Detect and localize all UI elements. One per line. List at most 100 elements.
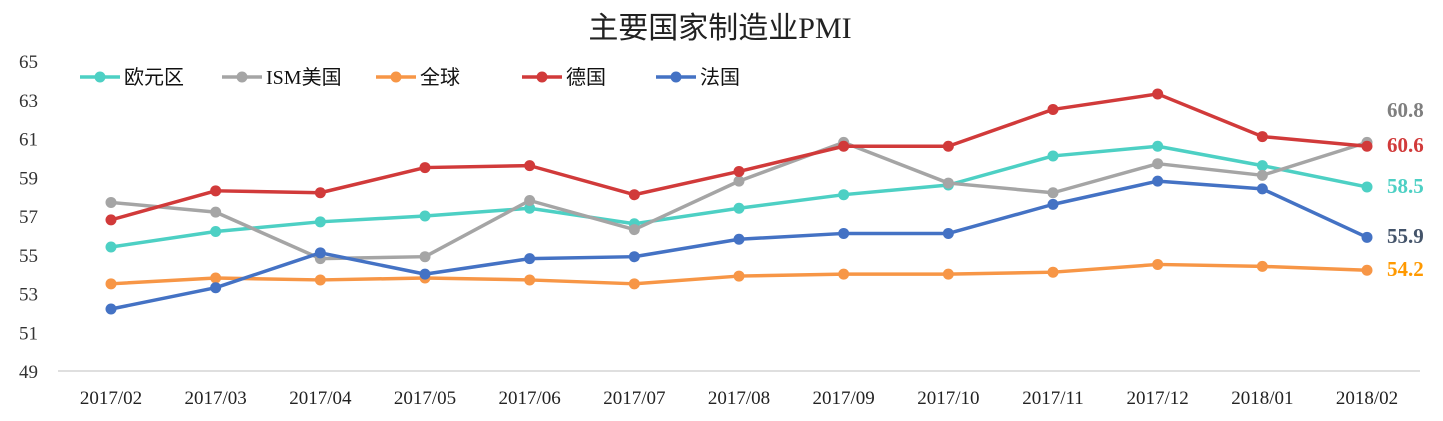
data-point (314, 274, 326, 286)
series-line (110, 179, 1368, 311)
legend-item: 德国 (522, 66, 606, 89)
data-point (1047, 150, 1059, 162)
legend-item: 欧元区 (80, 66, 184, 89)
legend: 欧元区 ISM美国 全球 德国 法国 (80, 66, 740, 89)
legend-label: 全球 (420, 66, 460, 89)
data-point (628, 224, 640, 236)
data-point (1047, 103, 1059, 115)
y-tick-label: 57 (19, 207, 38, 228)
data-point (1152, 175, 1164, 187)
data-point (838, 189, 850, 201)
end-value-label: 58.5 (1387, 174, 1424, 198)
legend-item: 法国 (656, 66, 740, 89)
legend-label: 法国 (700, 66, 740, 89)
legend-marker-icon (670, 71, 682, 83)
data-point (942, 177, 954, 189)
data-point (733, 270, 745, 282)
x-tick-label: 2017/07 (603, 388, 665, 409)
legend-label: 德国 (566, 66, 606, 89)
data-point (733, 165, 745, 177)
data-point (419, 210, 431, 222)
data-point (210, 226, 222, 237)
data-point (838, 268, 850, 280)
data-point (314, 247, 326, 259)
data-point (1047, 198, 1059, 210)
data-point (1256, 160, 1268, 172)
data-point (210, 282, 222, 294)
data-point (1152, 140, 1164, 152)
data-point (1361, 181, 1373, 193)
data-point (1256, 169, 1268, 181)
x-tick-label: 2018/02 (1336, 388, 1398, 409)
y-tick-label: 53 (19, 285, 38, 306)
y-tick-label: 51 (19, 323, 38, 344)
data-point (210, 185, 222, 197)
data-point (733, 233, 745, 245)
x-tick-label: 2017/08 (708, 388, 770, 409)
x-tick-label: 2017/04 (289, 388, 352, 409)
data-point (1047, 266, 1059, 278)
data-point (105, 278, 117, 290)
end-value-label: 60.8 (1387, 98, 1424, 122)
data-point (524, 274, 536, 286)
y-tick-label: 59 (19, 168, 38, 189)
data-point (1361, 140, 1373, 152)
legend-marker-icon (236, 71, 248, 83)
data-point (105, 214, 117, 226)
data-point (1152, 158, 1164, 170)
x-tick-label: 2017/03 (185, 388, 247, 409)
data-point (733, 202, 745, 214)
data-point (314, 216, 326, 228)
data-point (1361, 264, 1373, 276)
data-point (314, 187, 326, 199)
series-德国: 60.6 (105, 88, 1424, 226)
data-point (1256, 131, 1268, 143)
y-tick-label: 65 (19, 52, 38, 73)
data-point (942, 140, 954, 152)
data-point (524, 195, 536, 206)
x-tick-label: 2017/02 (80, 388, 142, 409)
data-point (1361, 231, 1373, 243)
data-point (628, 251, 640, 263)
series-line (110, 92, 1368, 222)
series-group: 58.5 60.8 54.2 60.6 55.9 (105, 88, 1424, 315)
end-value-label: 54.2 (1387, 257, 1424, 281)
data-point (1047, 187, 1059, 199)
data-point (1256, 183, 1268, 195)
y-tick-label: 55 (19, 246, 38, 267)
data-point (628, 189, 640, 201)
data-point (1152, 258, 1164, 270)
x-tick-label: 2017/06 (499, 388, 561, 409)
data-point (105, 303, 117, 315)
data-point (838, 140, 850, 152)
data-point (524, 202, 536, 214)
x-tick-label: 2017/05 (394, 388, 456, 409)
data-point (942, 268, 954, 280)
x-tick-label: 2017/11 (1022, 388, 1084, 409)
y-tick-label: 49 (19, 362, 38, 383)
series-法国: 55.9 (105, 175, 1424, 315)
end-value-label: 55.9 (1387, 224, 1424, 248)
x-axis: 2017/02 2017/03 2017/04 2017/05 2017/06 2017/… (80, 388, 1398, 409)
data-point (419, 268, 431, 280)
data-point (524, 160, 536, 172)
data-point (419, 251, 431, 263)
end-value-label: 60.6 (1387, 133, 1424, 157)
y-tick-label: 61 (19, 130, 38, 151)
legend-label: 欧元区 (124, 66, 184, 89)
data-point (1256, 260, 1268, 272)
data-point (628, 278, 640, 290)
series-全球: 54.2 (105, 257, 1424, 290)
legend-marker-icon (94, 71, 106, 83)
data-point (105, 241, 117, 253)
legend-label: ISM美国 (266, 66, 342, 89)
data-point (838, 227, 850, 239)
data-point (942, 227, 954, 239)
x-tick-label: 2017/09 (813, 388, 875, 409)
data-point (210, 272, 222, 284)
legend-item: ISM美国 (222, 66, 342, 89)
x-tick-label: 2018/01 (1231, 388, 1293, 409)
data-point (105, 196, 117, 208)
legend-item: 全球 (376, 66, 460, 89)
